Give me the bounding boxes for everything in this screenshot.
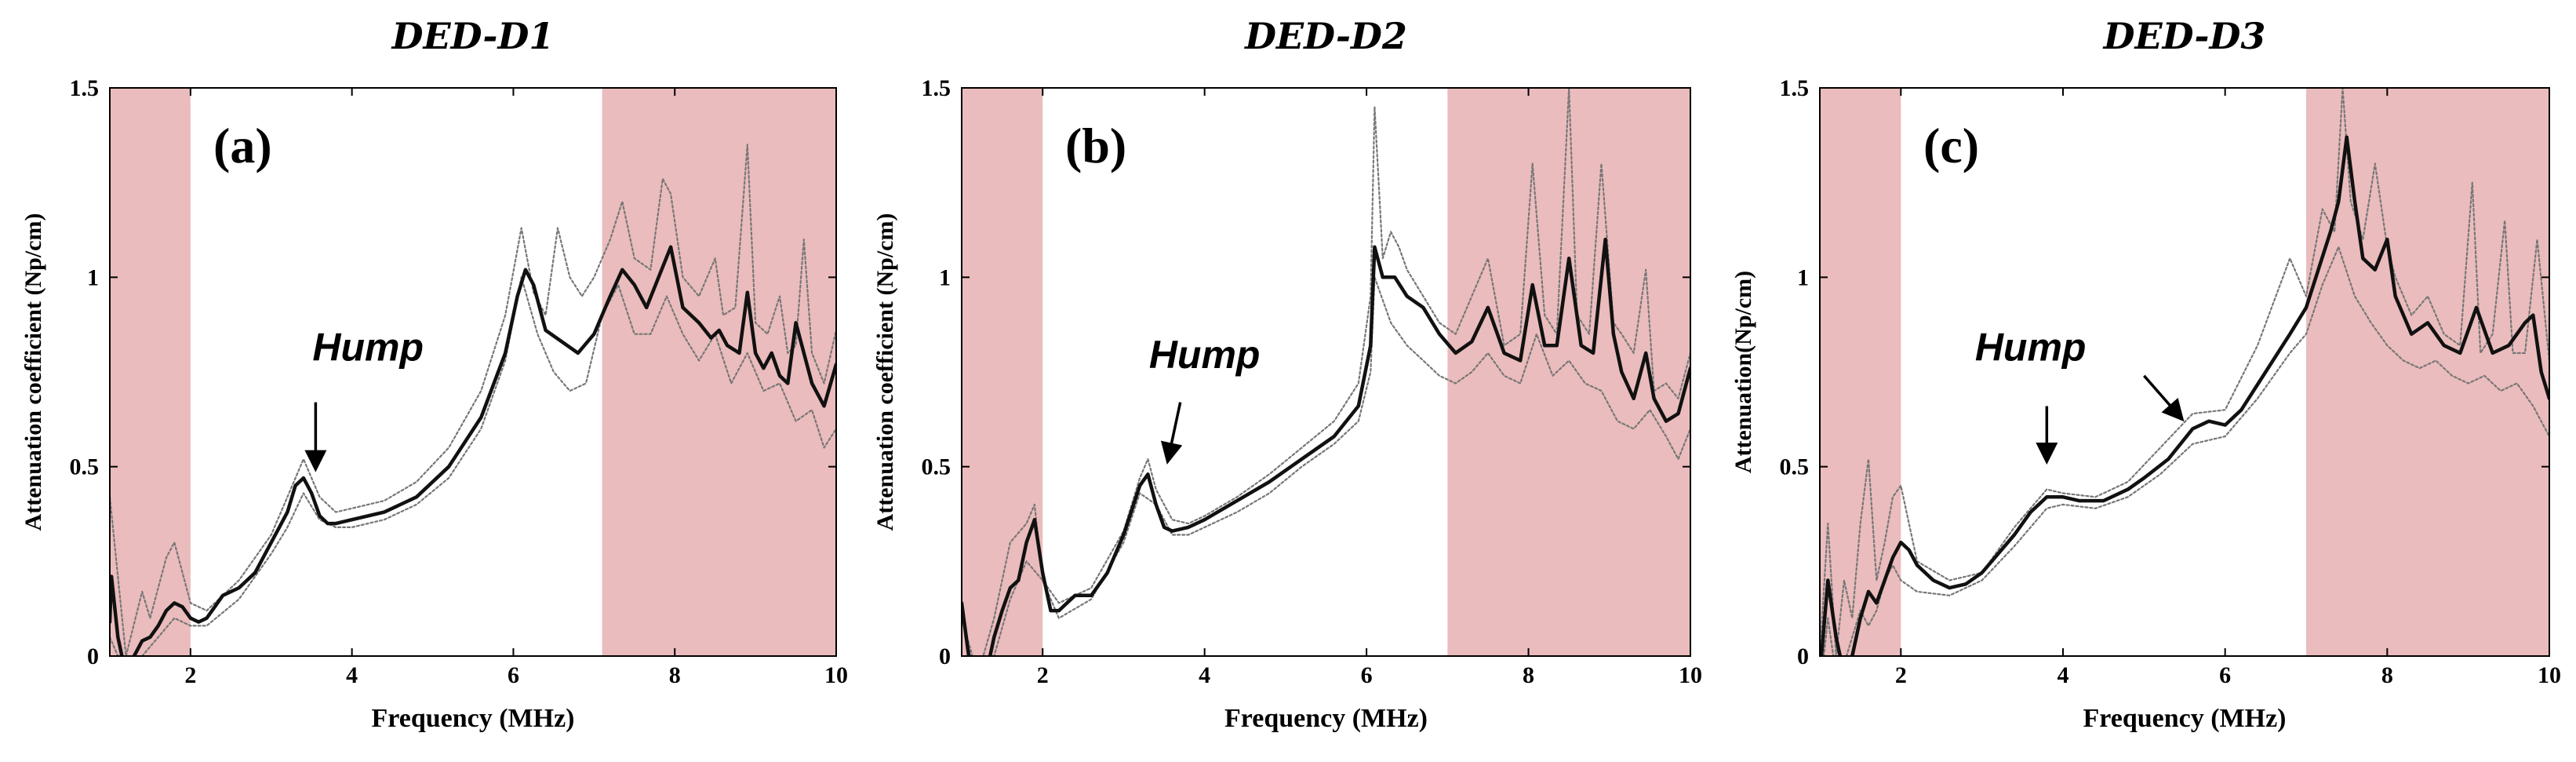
x-tick-label: 10 (824, 662, 848, 688)
x-tick-label: 6 (508, 662, 519, 688)
x-tick-label: 10 (1679, 662, 1702, 688)
y-axis-label: Attenuation coefficient (Np/cm) (872, 213, 898, 531)
x-axis-label: Frequency (MHz) (1224, 704, 1428, 733)
series-line-upper (1820, 88, 2549, 656)
y-axis-label: Attenuation coefficient (Np/cm) (20, 213, 46, 531)
x-axis-label: Frequency (MHz) (371, 704, 574, 733)
y-tick-label: 1 (939, 264, 951, 290)
x-tick-label: 4 (2058, 662, 2069, 688)
y-axis-label: Attenuation(Np/cm) (1730, 271, 1756, 473)
shaded-region (1447, 88, 1690, 656)
series-line-lower (1823, 246, 2549, 656)
shaded-region (962, 88, 1043, 656)
chart-title: DED-D1 (391, 15, 555, 57)
series-line-mean (1820, 135, 2549, 656)
hump-arrow (2143, 374, 2185, 422)
y-tick-label: 0.5 (922, 454, 951, 480)
chart-title: DED-D2 (1243, 15, 1407, 57)
y-tick-label: 1 (1797, 264, 1809, 290)
x-tick-label: 8 (669, 662, 681, 688)
panel-label: (b) (1065, 118, 1126, 173)
hump-annotation: Hump (312, 326, 424, 370)
chart-panel-b: 2 4 6 8 10 0 0.5 1 1.5 DED-D2 Frequency (MHz) Atten… (872, 15, 1702, 733)
hump-arrow (1160, 402, 1183, 465)
x-tick-label: 10 (2538, 662, 2561, 688)
chart-title: DED-D3 (2102, 15, 2266, 57)
x-tick-label: 6 (1361, 662, 1373, 688)
hump-annotation: Hump (1975, 326, 2087, 370)
chart-panel-c: 2 4 6 8 10 0 0.5 1 1.5 DED-D3 Frequency (MHz) Atten… (1730, 15, 2561, 733)
y-tick-label: 1.5 (1780, 75, 1810, 101)
x-tick-label: 4 (1199, 662, 1210, 688)
series-line-upper (110, 144, 836, 656)
series-line-mean (962, 237, 1690, 656)
y-tick-label: 1.5 (70, 75, 100, 101)
x-tick-label: 8 (2381, 662, 2393, 688)
x-tick-label: 2 (184, 662, 196, 688)
shaded-region (2306, 88, 2549, 656)
shaded-region (602, 88, 836, 656)
series-line-mean (110, 245, 836, 656)
y-tick-label: 0.5 (1780, 454, 1810, 480)
y-tick-label: 0 (939, 644, 951, 669)
axes-frame (961, 87, 1691, 657)
axes-frame (1819, 87, 2550, 657)
x-tick-label: 6 (2219, 662, 2231, 688)
x-tick-label: 2 (1895, 662, 1907, 688)
x-tick-label: 4 (346, 662, 358, 688)
y-tick-label: 0 (1797, 644, 1809, 669)
y-tick-label: 0 (87, 644, 99, 669)
shaded-region (1820, 88, 1901, 656)
x-tick-label: 2 (1037, 662, 1049, 688)
x-axis-label: Frequency (MHz) (2083, 704, 2286, 733)
panel-label: (a) (213, 118, 272, 173)
series-line-upper (962, 88, 1690, 656)
y-tick-label: 0.5 (70, 454, 100, 480)
shaded-region (110, 88, 191, 656)
chart-panel-a: 2 4 6 8 10 0 0.5 1 1.5 DED-D1 Frequency (MHz) Atten… (20, 15, 848, 733)
panel-label: (c) (1923, 118, 1979, 173)
hump-annotation: Hump (1149, 333, 1261, 377)
y-tick-label: 1 (87, 264, 99, 290)
y-tick-label: 1.5 (922, 75, 951, 101)
axes-frame (109, 87, 837, 657)
x-tick-label: 8 (1523, 662, 1534, 688)
series-line-lower (110, 276, 836, 656)
